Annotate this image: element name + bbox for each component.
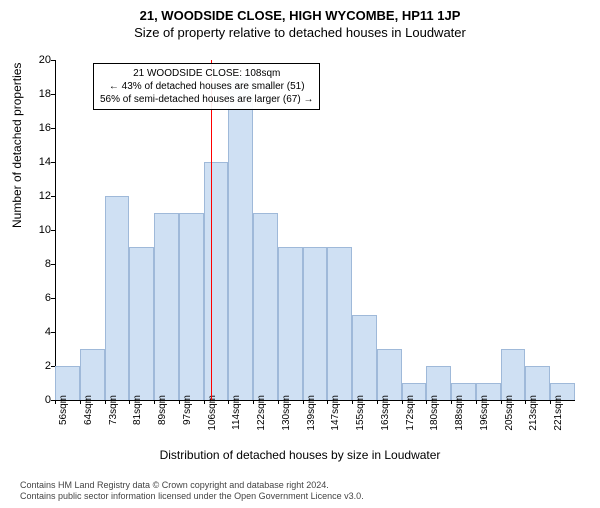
- histogram-bar: [80, 349, 105, 400]
- x-tick-label: 155sqm: [355, 395, 366, 431]
- x-tick-label: 122sqm: [256, 395, 267, 431]
- x-tick-label: 188sqm: [454, 395, 465, 431]
- y-tick-mark: [51, 230, 55, 231]
- y-tick-mark: [51, 332, 55, 333]
- histogram-bar: [105, 196, 130, 400]
- highlight-line: [211, 60, 212, 400]
- x-tick-mark: [377, 400, 378, 404]
- x-tick-label: 221sqm: [553, 395, 564, 431]
- y-tick-mark: [51, 162, 55, 163]
- x-tick-label: 213sqm: [528, 395, 539, 431]
- x-tick-mark: [204, 400, 205, 404]
- footnote-line-1: Contains HM Land Registry data © Crown c…: [20, 480, 364, 491]
- chart-container: 21, WOODSIDE CLOSE, HIGH WYCOMBE, HP11 1…: [0, 8, 600, 508]
- x-tick-mark: [352, 400, 353, 404]
- annotation-line: 56% of semi-detached houses are larger (…: [100, 93, 313, 106]
- x-tick-label: 130sqm: [281, 395, 292, 431]
- x-tick-mark: [129, 400, 130, 404]
- x-tick-mark: [426, 400, 427, 404]
- x-tick-mark: [278, 400, 279, 404]
- x-tick-label: 64sqm: [83, 395, 94, 425]
- x-tick-mark: [179, 400, 180, 404]
- histogram-bar: [303, 247, 328, 400]
- y-tick-label: 20: [27, 54, 51, 66]
- y-tick-label: 0: [27, 394, 51, 406]
- x-tick-label: 114sqm: [231, 395, 242, 430]
- x-axis-label: Distribution of detached houses by size …: [0, 448, 600, 462]
- histogram-bar: [129, 247, 154, 400]
- y-tick-label: 4: [27, 326, 51, 338]
- y-tick-label: 12: [27, 190, 51, 202]
- x-tick-mark: [80, 400, 81, 404]
- annotation-line: 21 WOODSIDE CLOSE: 108sqm: [100, 67, 313, 80]
- x-tick-mark: [105, 400, 106, 404]
- y-tick-mark: [51, 60, 55, 61]
- x-tick-label: 163sqm: [380, 395, 391, 431]
- x-tick-mark: [501, 400, 502, 404]
- y-tick-mark: [51, 298, 55, 299]
- y-tick-mark: [51, 128, 55, 129]
- annotation-line: ← 43% of detached houses are smaller (51…: [100, 80, 313, 93]
- x-tick-label: 97sqm: [182, 395, 193, 425]
- y-tick-mark: [51, 264, 55, 265]
- y-tick-mark: [51, 94, 55, 95]
- x-tick-label: 172sqm: [405, 395, 416, 431]
- x-tick-label: 81sqm: [132, 395, 143, 425]
- x-tick-mark: [228, 400, 229, 404]
- x-tick-mark: [303, 400, 304, 404]
- chart-title: 21, WOODSIDE CLOSE, HIGH WYCOMBE, HP11 1…: [0, 8, 600, 23]
- x-tick-label: 196sqm: [479, 395, 490, 431]
- x-tick-label: 106sqm: [207, 395, 218, 431]
- chart-subtitle: Size of property relative to detached ho…: [0, 25, 600, 40]
- histogram-bar: [204, 162, 229, 400]
- x-tick-label: 139sqm: [306, 395, 317, 431]
- histogram-bar: [179, 213, 204, 400]
- histogram-bar: [377, 349, 402, 400]
- histogram-bar: [228, 77, 253, 400]
- x-tick-label: 73sqm: [108, 395, 119, 425]
- histogram-bar: [154, 213, 179, 400]
- x-tick-mark: [253, 400, 254, 404]
- x-tick-label: 180sqm: [429, 395, 440, 431]
- footnote: Contains HM Land Registry data © Crown c…: [20, 480, 364, 503]
- x-tick-mark: [451, 400, 452, 404]
- y-tick-label: 6: [27, 292, 51, 304]
- y-axis-line: [55, 60, 56, 400]
- x-tick-mark: [154, 400, 155, 404]
- x-tick-label: 147sqm: [330, 395, 341, 431]
- x-tick-mark: [550, 400, 551, 404]
- y-tick-mark: [51, 196, 55, 197]
- x-tick-mark: [327, 400, 328, 404]
- y-tick-label: 18: [27, 88, 51, 100]
- histogram-bar: [327, 247, 352, 400]
- x-tick-mark: [402, 400, 403, 404]
- histogram-bar: [352, 315, 377, 400]
- plot-area: 0246810121416182056sqm64sqm73sqm81sqm89s…: [55, 60, 575, 400]
- y-tick-label: 16: [27, 122, 51, 134]
- x-tick-label: 205sqm: [504, 395, 515, 431]
- histogram-bar: [501, 349, 526, 400]
- y-tick-label: 10: [27, 224, 51, 236]
- x-tick-mark: [525, 400, 526, 404]
- y-tick-label: 8: [27, 258, 51, 270]
- histogram-bar: [253, 213, 278, 400]
- y-tick-label: 14: [27, 156, 51, 168]
- histogram-bar: [278, 247, 303, 400]
- x-tick-label: 89sqm: [157, 395, 168, 425]
- x-tick-label: 56sqm: [58, 395, 69, 425]
- y-axis-label: Number of detached properties: [10, 63, 24, 228]
- annotation-box: 21 WOODSIDE CLOSE: 108sqm← 43% of detach…: [93, 63, 320, 110]
- x-tick-mark: [55, 400, 56, 404]
- footnote-line-2: Contains public sector information licen…: [20, 491, 364, 502]
- y-tick-label: 2: [27, 360, 51, 372]
- x-tick-mark: [476, 400, 477, 404]
